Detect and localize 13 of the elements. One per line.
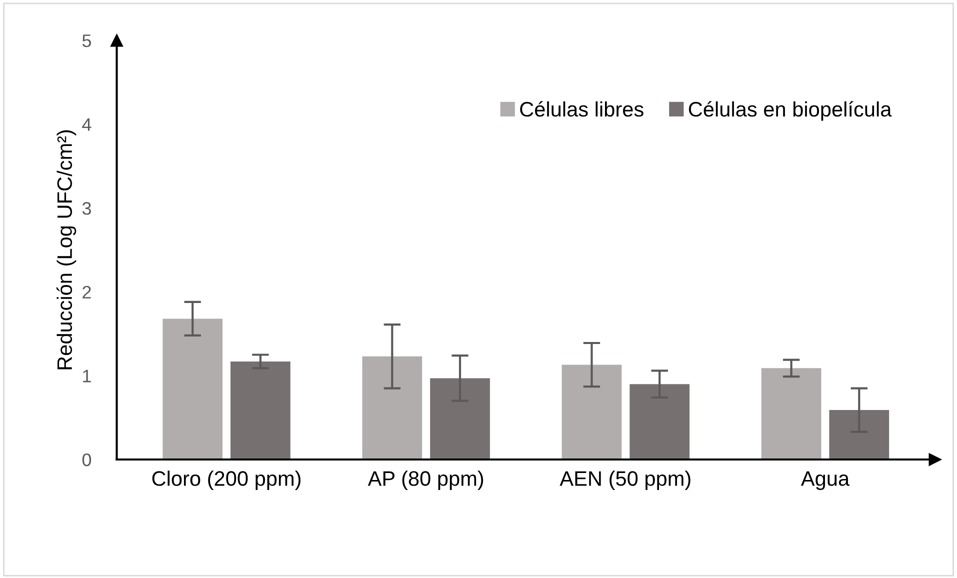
y-tick-label: 5 xyxy=(82,34,91,48)
y-tick-label: 4 xyxy=(82,118,92,131)
legend-label: Células libres xyxy=(520,101,644,117)
y-tick-label: 0 xyxy=(82,453,92,466)
legend-label: Células en biopelícula xyxy=(688,101,892,121)
x-tick-label: AEN (50 ppm) xyxy=(560,470,690,490)
x-tick-label: Cloro (200 ppm) xyxy=(152,470,300,490)
y-tick-label: 2 xyxy=(82,286,91,298)
y-axis-title: Reducción (Log UFC/cm²) xyxy=(56,130,76,370)
x-tick-label: AP (80 ppm) xyxy=(368,470,484,490)
x-tick-label: Agua xyxy=(800,471,850,490)
y-tick-label: 1 xyxy=(83,370,91,382)
y-tick-label: 3 xyxy=(82,202,91,215)
